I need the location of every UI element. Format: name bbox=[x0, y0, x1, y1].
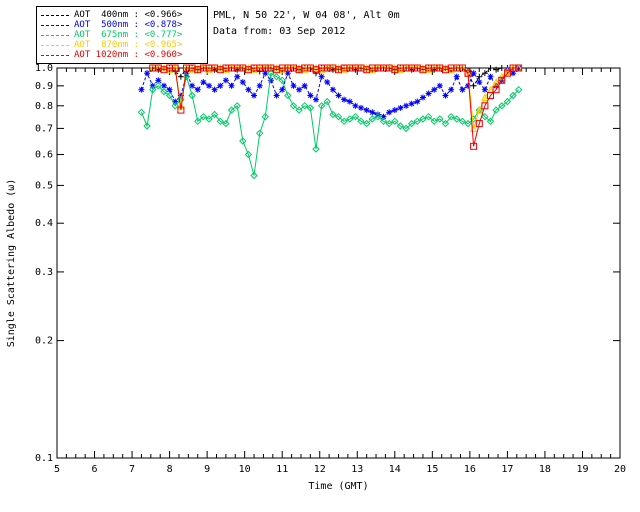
x-tick-label: 16 bbox=[464, 464, 476, 475]
x-tick-label: 19 bbox=[576, 464, 588, 475]
legend-item-aot-870nm: AOT 870nm : <0.965> bbox=[41, 40, 203, 50]
legend-line-sample bbox=[41, 44, 69, 46]
series-line bbox=[140, 67, 520, 118]
y-tick-label: 0.8 bbox=[35, 101, 53, 112]
legend-item-aot-1020nm: AOT 1020nm : <0.960> bbox=[41, 50, 203, 60]
x-tick-label: 10 bbox=[239, 464, 251, 475]
legend-item-aot-400nm: AOT 400nm : <0.966> bbox=[41, 10, 203, 20]
legend-line-sample bbox=[41, 34, 69, 36]
x-tick-label: 7 bbox=[129, 464, 135, 475]
x-tick-label: 18 bbox=[539, 464, 551, 475]
series-line bbox=[140, 72, 520, 176]
x-tick-label: 12 bbox=[314, 464, 326, 475]
legend-label: AOT 400nm : <0.966> bbox=[74, 10, 183, 20]
y-axis-title: Single Scattering Albedo (ω) bbox=[6, 179, 17, 348]
legend-label: AOT 500nm : <0.878> bbox=[74, 20, 183, 30]
y-tick-label: 1.0 bbox=[35, 63, 53, 74]
tick-labels: 5 6 7 8 9 10 11 12 13 14 15 16 17 18 19 20 1.0 0.9 0.8 0.7 0… bbox=[35, 63, 626, 475]
x-tick-label: 11 bbox=[276, 464, 288, 475]
series-aot-675nm bbox=[137, 69, 523, 180]
x-tick-label: 15 bbox=[426, 464, 438, 475]
x-tick-label: 14 bbox=[389, 464, 401, 475]
x-tick-label: 5 bbox=[54, 464, 60, 475]
legend-item-aot-675nm: AOT 675nm : <0.777> bbox=[41, 30, 203, 40]
legend-label: AOT 870nm : <0.965> bbox=[74, 40, 183, 50]
y-tick-label: 0.7 bbox=[35, 123, 53, 134]
x-axis-title: Time (GMT) bbox=[308, 481, 368, 492]
y-tick-label: 0.2 bbox=[35, 336, 53, 347]
data-date: Data from: 03 Sep 2012 bbox=[213, 26, 346, 37]
series-markers bbox=[149, 64, 523, 150]
series-aot-1020nm bbox=[149, 64, 523, 150]
series-markers bbox=[137, 69, 523, 180]
legend-line-sample bbox=[41, 24, 69, 26]
x-tick-label: 13 bbox=[351, 464, 363, 475]
y-tick-label: 0.3 bbox=[35, 267, 53, 278]
x-tick-label: 20 bbox=[614, 464, 626, 475]
y-tick-label: 0.6 bbox=[35, 150, 53, 161]
plot-header: PML, N 50 22', W 04 08', Alt 0m Data fro… bbox=[213, 8, 400, 40]
y-tick-label: 0.9 bbox=[35, 81, 53, 92]
legend-label: AOT 1020nm : <0.960> bbox=[74, 50, 183, 60]
x-tick-label: 6 bbox=[92, 464, 98, 475]
series-line bbox=[152, 67, 519, 147]
y-tick-label: 0.1 bbox=[35, 453, 53, 464]
x-tick-label: 17 bbox=[501, 464, 513, 475]
legend-line-sample bbox=[41, 14, 69, 16]
legend-item-aot-500nm: AOT 500nm : <0.878> bbox=[41, 20, 203, 30]
station-info: PML, N 50 22', W 04 08', Alt 0m bbox=[213, 10, 400, 21]
axes bbox=[56, 67, 621, 459]
legend: AOT 400nm : <0.966> AOT 500nm : <0.878> AO… bbox=[36, 6, 208, 64]
x-tick-label: 8 bbox=[167, 464, 173, 475]
x-tick-label: 9 bbox=[204, 464, 210, 475]
legend-line-sample bbox=[41, 54, 69, 56]
y-tick-label: 0.4 bbox=[35, 218, 53, 229]
y-tick-label: 0.5 bbox=[35, 180, 53, 191]
legend-label: AOT 675nm : <0.777> bbox=[74, 30, 183, 40]
